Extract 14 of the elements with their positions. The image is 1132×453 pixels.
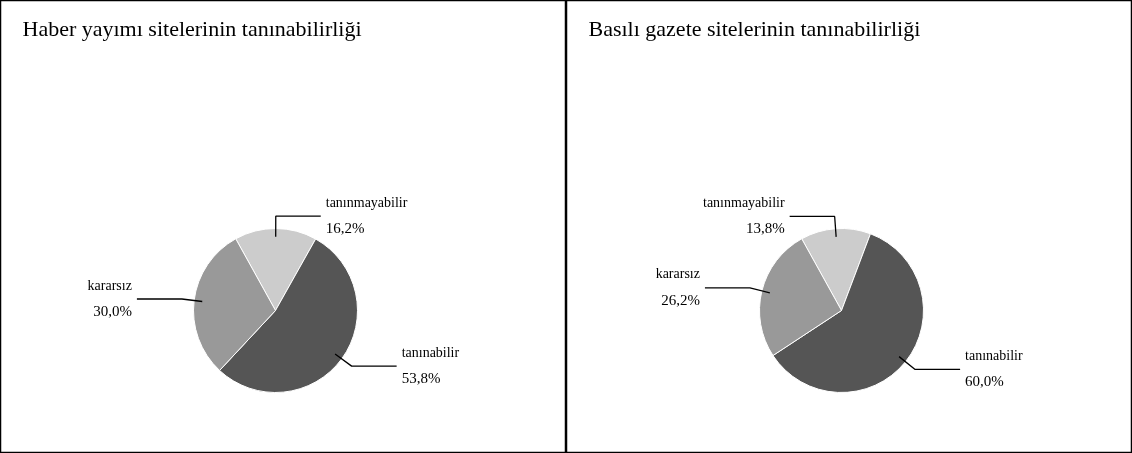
data-label: 16,2% — [325, 220, 365, 237]
slice-label: tanınabilir — [401, 344, 460, 360]
data-label: 13,8% — [745, 220, 785, 237]
slice-label: kararsız — [87, 277, 132, 293]
chart-title: Haber yayımı sitelerinin tanınabilirliği — [22, 16, 362, 41]
data-label: 53,8% — [401, 370, 441, 387]
slice-label: kararsız — [655, 266, 700, 282]
chart-title: Basılı gazete sitelerinin tanınabilirliği — [588, 16, 921, 41]
slice-label: tanınmayabilir — [703, 194, 785, 210]
data-label: 26,2% — [661, 291, 700, 308]
data-label: 60,0% — [965, 373, 1004, 390]
slice-label: tanınabilir — [965, 347, 1023, 363]
slice-label: tanınmayabilir — [325, 194, 408, 210]
data-label: 30,0% — [93, 303, 132, 320]
